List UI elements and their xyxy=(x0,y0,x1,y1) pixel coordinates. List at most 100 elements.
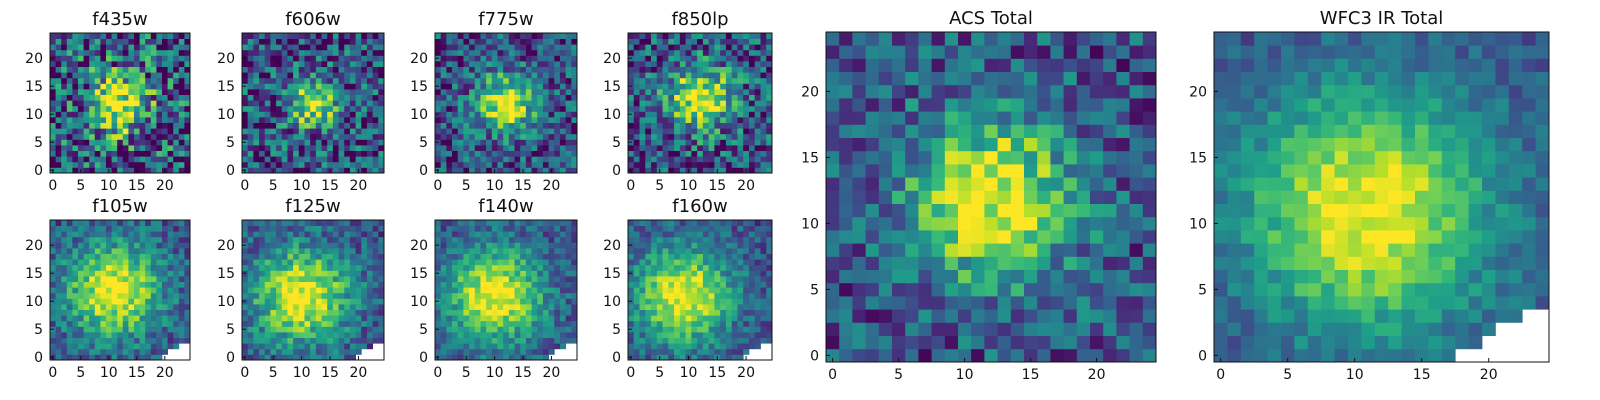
heatmap-cell xyxy=(156,343,163,350)
heatmap-cell xyxy=(276,38,283,45)
heatmap-cell xyxy=(668,38,675,45)
heatmap-cell xyxy=(321,309,328,316)
heatmap-cell xyxy=(565,111,572,118)
heatmap-cell xyxy=(537,292,544,299)
heatmap-cell xyxy=(253,337,260,344)
heatmap-cell xyxy=(94,315,101,322)
heatmap-cell xyxy=(440,326,447,333)
heatmap-cell xyxy=(571,315,578,322)
heatmap-cell xyxy=(270,264,277,271)
heatmap-cell xyxy=(173,145,180,151)
heatmap-cell xyxy=(457,122,464,129)
heatmap-cell xyxy=(270,122,277,129)
heatmap-cell xyxy=(446,105,453,112)
heatmap-cell xyxy=(259,139,266,146)
heatmap-cell xyxy=(440,133,447,140)
heatmap-cell xyxy=(89,259,96,266)
heatmap-cell xyxy=(145,236,152,243)
heatmap-cell xyxy=(327,315,334,322)
heatmap-cell xyxy=(662,89,669,95)
heatmap-cell xyxy=(111,259,118,266)
heatmap-cell xyxy=(531,309,538,316)
heatmap-cell xyxy=(531,49,538,56)
heatmap-cell xyxy=(281,77,288,84)
heatmap-cell xyxy=(50,128,56,135)
heatmap-cell xyxy=(128,161,135,168)
heatmap-cell xyxy=(531,354,538,361)
heatmap-cell xyxy=(520,100,527,107)
heatmap-cell xyxy=(117,167,124,174)
heatmap-cell xyxy=(355,111,362,118)
heatmap-cell xyxy=(633,343,640,350)
heatmap-cell xyxy=(639,145,646,151)
x-tick-label: 15 xyxy=(321,365,339,381)
heatmap-cell xyxy=(162,264,168,271)
heatmap-cell xyxy=(253,94,260,101)
heatmap-cell xyxy=(281,253,288,260)
heatmap-cell xyxy=(327,320,334,327)
heatmap-cell xyxy=(503,264,510,271)
heatmap-cell xyxy=(247,326,254,333)
heatmap-cell xyxy=(656,276,663,282)
heatmap-cell xyxy=(372,292,379,299)
heatmap-cell xyxy=(474,264,481,271)
heatmap-cell xyxy=(100,61,107,67)
heatmap-cell xyxy=(332,38,339,45)
heatmap-cell xyxy=(754,133,761,140)
heatmap-cell xyxy=(565,248,572,254)
heatmap-cell xyxy=(440,72,447,79)
heatmap-cell xyxy=(702,72,710,79)
heatmap-cell xyxy=(94,145,101,151)
heatmap-cell xyxy=(571,38,578,45)
heatmap-cell xyxy=(72,89,79,95)
heatmap-cell xyxy=(674,270,681,277)
heatmap-cell xyxy=(708,33,715,39)
heatmap-cell xyxy=(349,55,356,62)
heatmap-cell xyxy=(491,150,498,157)
heatmap-cell xyxy=(327,348,334,355)
heatmap-cell xyxy=(514,128,521,135)
heatmap-cell xyxy=(748,38,756,45)
heatmap-cell xyxy=(537,49,544,56)
heatmap-cell xyxy=(167,83,174,90)
heatmap-cell xyxy=(106,231,112,238)
heatmap-cell xyxy=(514,139,521,146)
heatmap-cell xyxy=(668,304,675,310)
heatmap-cell xyxy=(106,122,112,129)
heatmap-cell xyxy=(491,100,498,107)
heatmap-cell xyxy=(366,83,374,90)
heatmap-cell xyxy=(480,38,487,45)
heatmap-cell xyxy=(571,298,578,305)
heatmap-cell xyxy=(281,242,288,249)
heatmap-cell xyxy=(173,242,180,249)
heatmap-cell xyxy=(162,287,168,294)
heatmap-cell xyxy=(503,348,510,355)
heatmap-cell xyxy=(514,38,521,45)
heatmap-cell xyxy=(259,320,266,327)
axes-frame xyxy=(241,32,385,174)
heatmap-cell xyxy=(743,128,750,135)
heatmap-cell xyxy=(743,281,750,288)
heatmap-cell xyxy=(378,111,385,118)
heatmap-cell xyxy=(304,105,311,112)
heatmap-cell xyxy=(106,225,112,232)
heatmap-cell xyxy=(156,259,163,266)
heatmap-cell xyxy=(139,225,146,232)
heatmap-cell xyxy=(111,145,118,151)
heatmap-cell xyxy=(156,33,163,39)
heatmap-cell xyxy=(117,44,124,51)
heatmap-cell xyxy=(628,343,635,350)
heatmap-cell xyxy=(366,128,374,135)
heatmap-cell xyxy=(731,128,738,135)
heatmap-cell xyxy=(571,225,578,232)
heatmap-cell xyxy=(446,220,453,226)
heatmap-cell xyxy=(89,83,96,90)
heatmap-cell xyxy=(355,332,362,338)
heatmap-cell xyxy=(270,253,277,260)
heatmap-cell xyxy=(491,66,498,73)
heatmap-cell xyxy=(50,89,56,95)
heatmap-cell xyxy=(247,111,254,118)
heatmap-cell xyxy=(281,66,288,73)
heatmap-cell xyxy=(55,264,62,271)
heatmap-cell xyxy=(452,161,459,168)
